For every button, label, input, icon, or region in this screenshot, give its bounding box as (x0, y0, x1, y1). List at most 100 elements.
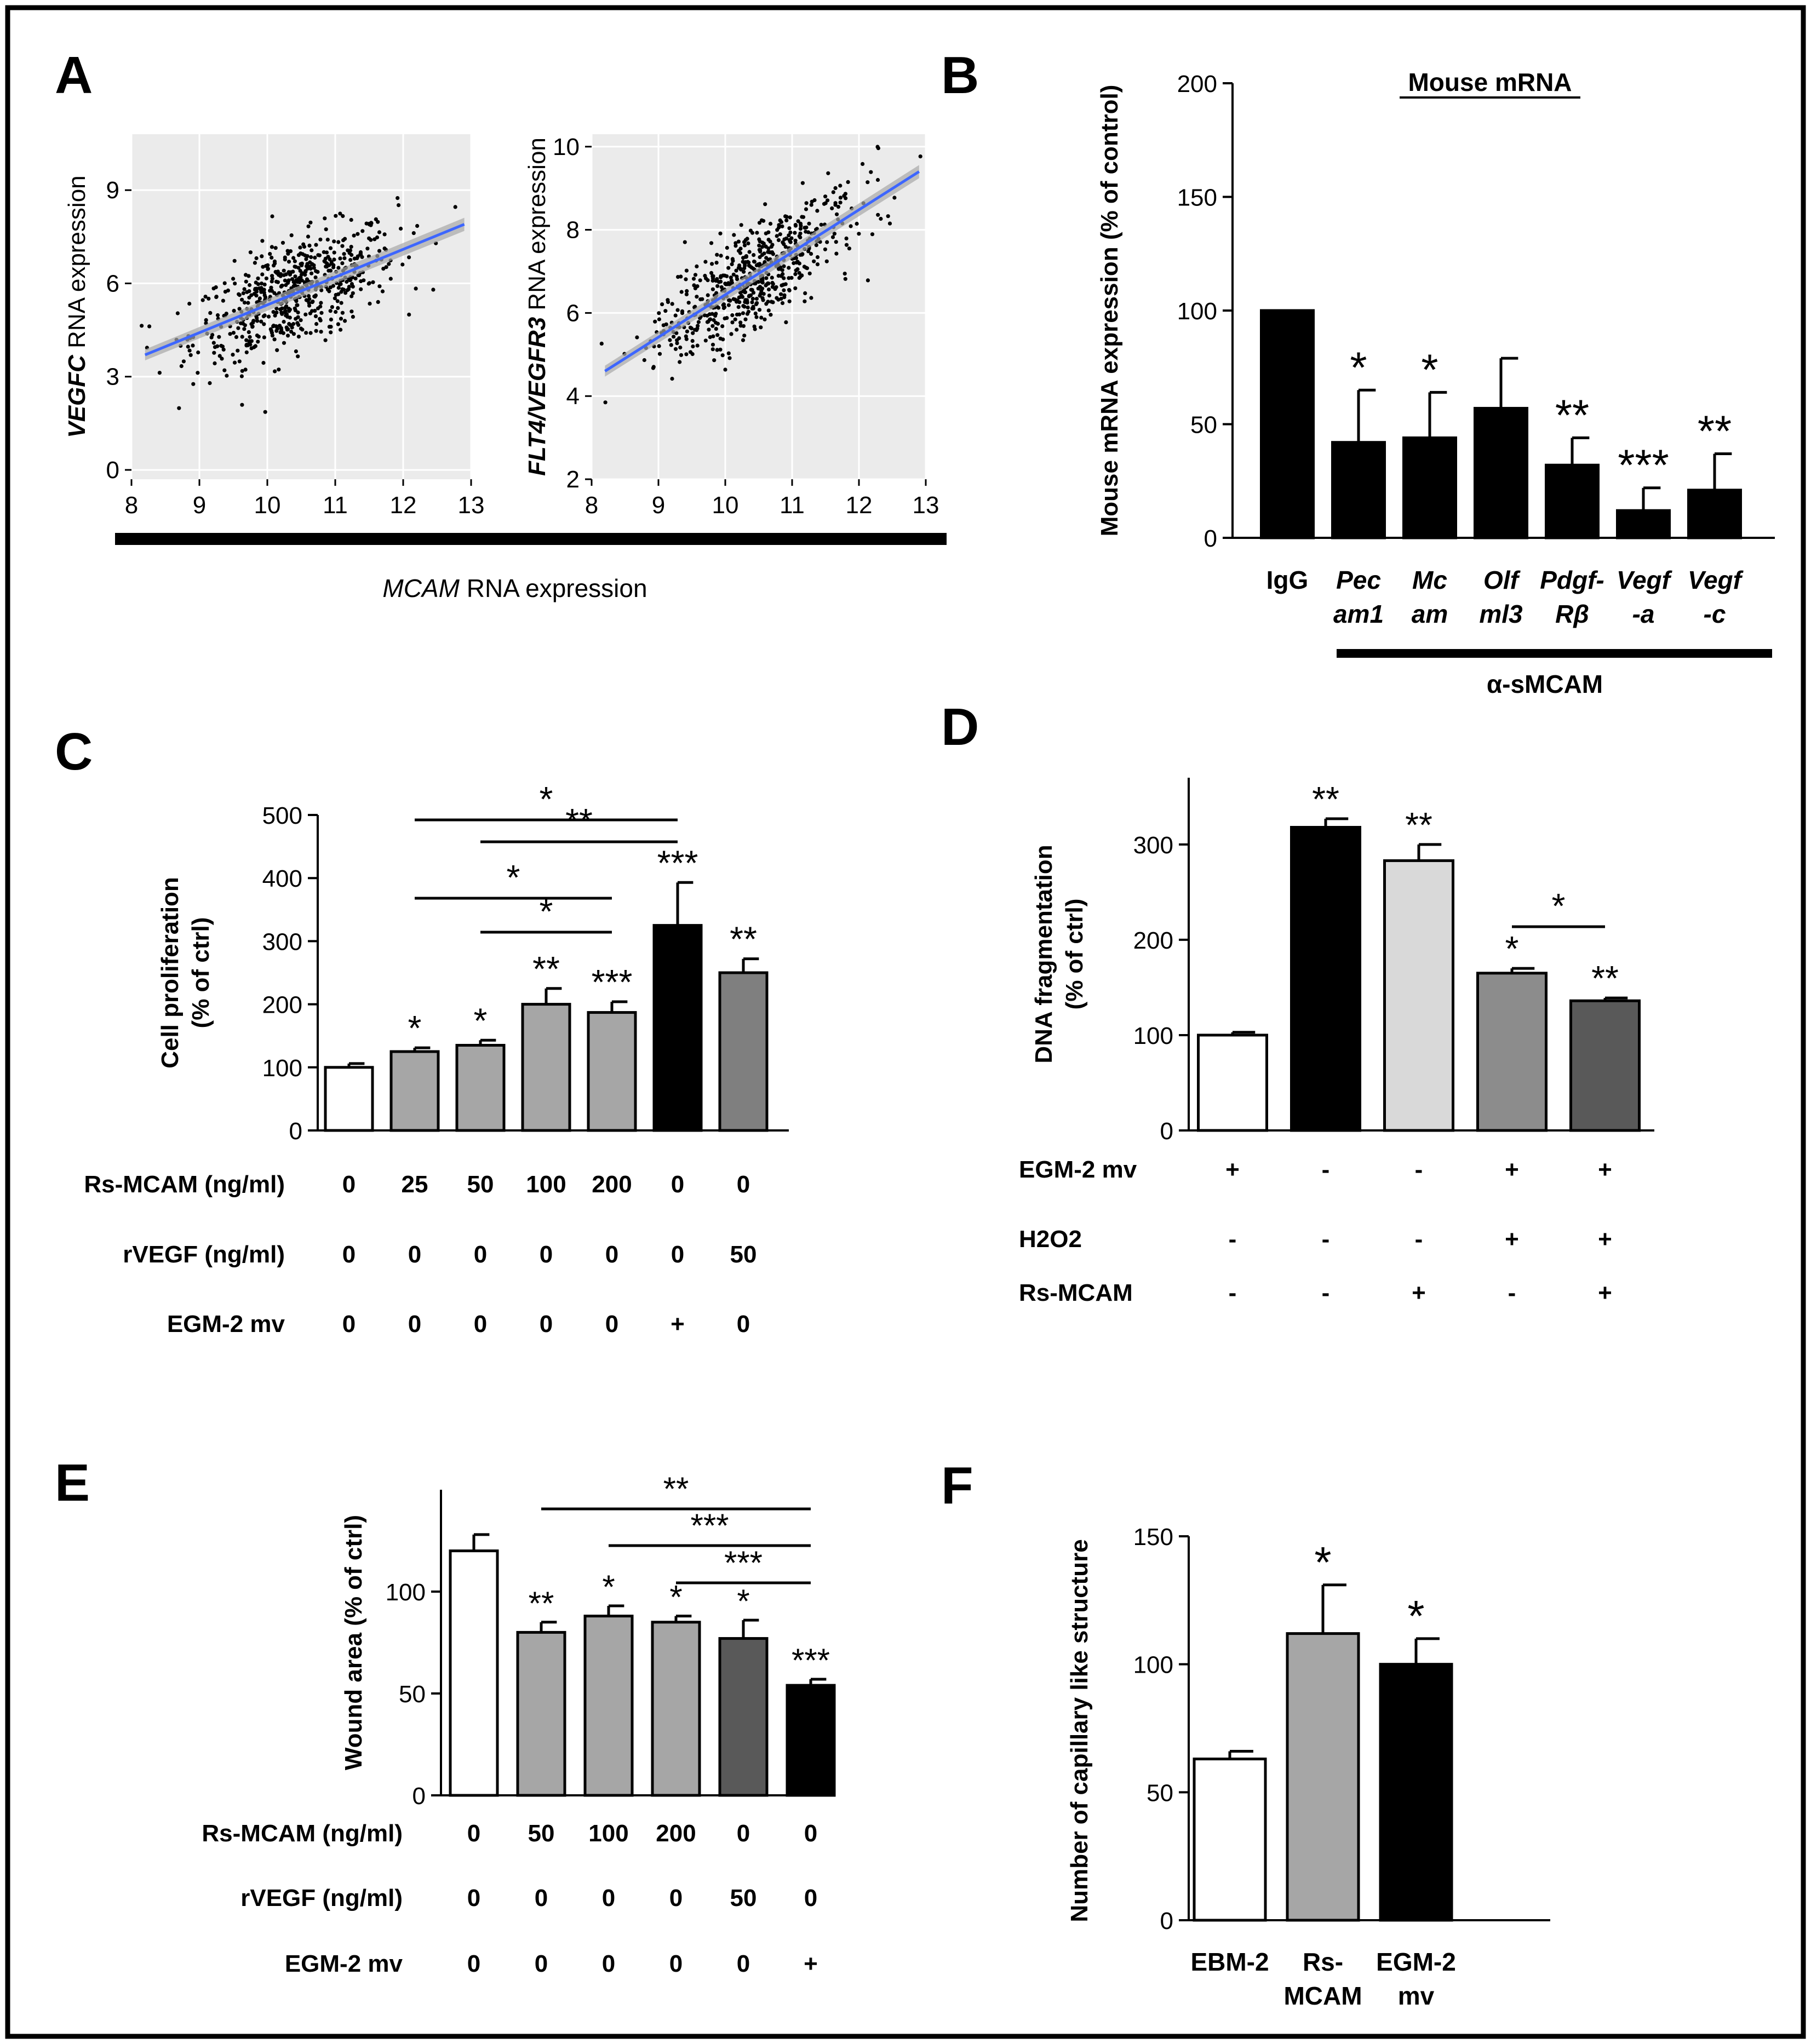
data-point (204, 318, 208, 323)
bar (455, 1043, 506, 1132)
data-point (340, 244, 345, 248)
data-point (732, 233, 736, 237)
bar (587, 1011, 637, 1132)
data-point (657, 311, 661, 315)
condition-value: 0 (408, 1311, 421, 1337)
data-point (270, 245, 274, 249)
data-point (248, 335, 252, 339)
data-point (291, 284, 296, 288)
x-tick-label: 12 (846, 492, 873, 519)
y-tick-label: 100 (1133, 1652, 1173, 1679)
data-point (336, 266, 341, 270)
data-point (314, 321, 319, 326)
data-point (414, 286, 418, 291)
data-point (754, 302, 759, 307)
significance-marker: ** (1555, 391, 1589, 439)
significance-marker: ** (1405, 805, 1432, 845)
data-point (270, 214, 274, 219)
data-point (800, 273, 804, 278)
condition-value: 0 (408, 1241, 421, 1268)
category-label: Vegf (1688, 566, 1744, 594)
data-point (272, 337, 277, 342)
data-point (757, 308, 762, 312)
data-point (767, 294, 771, 298)
data-point (243, 368, 248, 372)
data-point (325, 288, 330, 292)
data-point (830, 206, 834, 210)
data-point (376, 300, 380, 305)
panel-letter-c: C (55, 722, 93, 781)
data-point (727, 356, 732, 360)
data-point (348, 258, 353, 262)
data-point (237, 292, 241, 296)
data-point (733, 244, 738, 248)
data-point (804, 207, 809, 211)
data-point (279, 284, 284, 288)
data-point (314, 269, 318, 273)
data-point (689, 326, 694, 331)
plot-background (592, 134, 926, 479)
condition-value: 0 (467, 1950, 480, 1977)
condition-value: 0 (671, 1171, 684, 1198)
condition-row-label: H2O2 (1019, 1226, 1082, 1253)
x-tick-label: 12 (390, 492, 417, 519)
data-point (770, 285, 775, 289)
data-point (787, 226, 792, 231)
data-point (157, 371, 162, 375)
data-point (842, 194, 846, 198)
bar (652, 924, 703, 1132)
data-point (234, 335, 239, 340)
data-point (843, 277, 847, 281)
data-point (288, 249, 293, 254)
data-point (259, 290, 263, 294)
data-point (328, 246, 333, 250)
data-point (831, 190, 835, 194)
data-point (691, 277, 696, 281)
data-point (249, 293, 254, 297)
data-point (324, 227, 328, 232)
data-point (273, 313, 277, 318)
y-axis-label: Wound area (% of ctrl) (340, 1515, 367, 1770)
y-tick-label: 100 (386, 1579, 426, 1606)
data-point (715, 252, 719, 257)
condition-value: - (1322, 1156, 1330, 1183)
condition-value: 0 (602, 1885, 615, 1911)
data-point (838, 183, 843, 188)
data-point (329, 317, 334, 322)
data-point (834, 240, 838, 244)
data-point (815, 209, 819, 213)
y-tick-label: 200 (1133, 927, 1173, 954)
data-point (336, 306, 340, 311)
bar (786, 1684, 836, 1797)
data-point (282, 341, 286, 345)
data-point (242, 327, 247, 331)
data-point (214, 295, 219, 299)
data-point (330, 305, 335, 309)
data-point (380, 289, 385, 294)
data-point (690, 338, 695, 343)
data-point (266, 263, 270, 267)
data-point (603, 400, 608, 405)
data-point (726, 266, 731, 270)
data-point (334, 309, 338, 314)
data-point (849, 224, 853, 228)
y-tick-label: 50 (1147, 1779, 1173, 1806)
data-point (240, 403, 244, 407)
category-label: EBM-2 (1190, 1948, 1269, 1976)
category-label: IgG (1266, 566, 1309, 594)
bar (1545, 463, 1600, 539)
data-point (826, 198, 830, 203)
data-point (726, 303, 731, 307)
data-point (730, 262, 734, 266)
data-point (736, 305, 741, 309)
data-point (797, 271, 801, 275)
y-tick-label: 6 (106, 270, 119, 297)
data-point (753, 311, 758, 316)
bar (1383, 859, 1454, 1132)
data-point (262, 335, 266, 340)
data-point (787, 266, 791, 270)
data-point (270, 277, 274, 281)
data-point (760, 245, 765, 249)
data-point (806, 249, 811, 254)
